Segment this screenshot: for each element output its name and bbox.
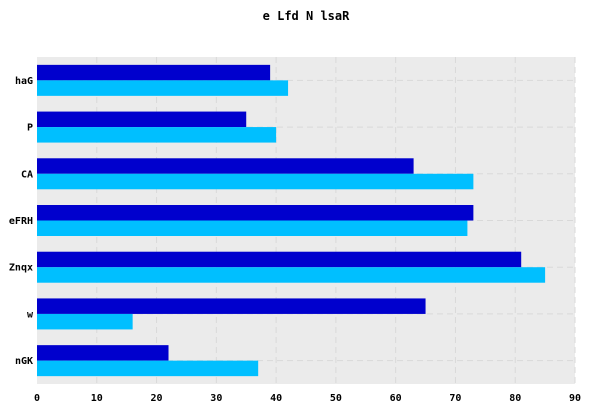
bar-series-2: [37, 313, 133, 330]
bar-series-1: [37, 205, 474, 221]
bar-series-2: [37, 80, 289, 96]
bars: [37, 64, 546, 377]
x-tick-label: 60: [390, 393, 402, 404]
x-tick-label: 70: [449, 393, 461, 404]
y-tick-label: haG: [15, 76, 33, 87]
x-tick-label: 90: [569, 393, 581, 404]
bar-series-1: [37, 111, 247, 128]
y-tick-label: w: [27, 309, 34, 320]
bar-series-1: [37, 298, 426, 314]
axes: haG P CA eFRH Znqx w nGK 0 10 20 30 40 50 60 70 80 90: [9, 76, 581, 404]
x-tick-label: 20: [151, 393, 163, 404]
y-tick-label: eFRH: [9, 216, 33, 227]
y-tick-label: Znqx: [9, 263, 33, 274]
y-tick-label: CA: [21, 169, 33, 180]
bar-series-1: [37, 158, 414, 174]
bar-series-2: [37, 267, 546, 283]
y-tick-label: P: [27, 123, 33, 134]
x-tick-label: 10: [91, 393, 103, 404]
bar-series-2: [37, 220, 468, 236]
x-tick-label: 50: [330, 393, 342, 404]
bar-series-1: [37, 64, 271, 81]
x-tick-label: 30: [210, 393, 222, 404]
x-tick-label: 0: [34, 393, 40, 404]
bar-series-2: [37, 127, 277, 143]
bar-series-2: [37, 173, 474, 190]
x-tick-label: 40: [270, 393, 282, 404]
bar-series-1: [37, 345, 169, 361]
chart-title: e Lfd N lsaR: [263, 9, 350, 23]
bar-series-1: [37, 251, 522, 268]
bar-series-2: [37, 360, 259, 377]
y-tick-label: nGK: [15, 356, 33, 367]
x-tick-label: 80: [509, 393, 521, 404]
